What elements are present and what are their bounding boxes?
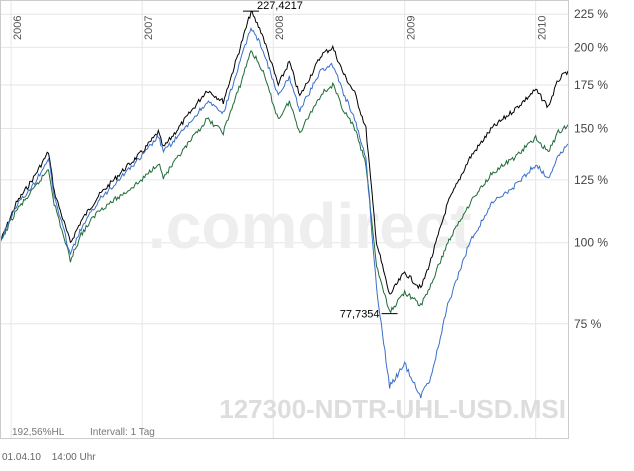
timestamp-date: 01.04.10 — [2, 452, 41, 463]
series-line — [0, 50, 569, 315]
gridlines — [0, 0, 568, 438]
x-tick-label: 2006 — [12, 16, 24, 40]
x-tick-label: 2010 — [537, 16, 549, 40]
annotation-label: 227,4217 — [257, 0, 303, 12]
y-tick-label: 75 % — [574, 317, 602, 331]
timestamp-time: 14:00 Uhr — [51, 452, 96, 463]
y-tick-label: 150 % — [574, 121, 608, 135]
series-line — [0, 11, 569, 295]
watermark-text: .comdirect — [148, 190, 472, 262]
y-tick-label: 100 % — [574, 236, 608, 250]
x-tick-label: 2007 — [143, 16, 155, 40]
timestamp-bar: 01.04.10 14:00 Uhr — [2, 452, 104, 463]
footer-hl: 192,56%HL — [12, 427, 65, 438]
y-tick-label: 225 % — [574, 7, 608, 21]
axis-labels: 75 % 100 % 125 % 150 % 175 % 200 % 225 % 2006 20… — [12, 7, 608, 331]
series-line — [0, 26, 569, 399]
annotations: 227,4217 77,7354 — [242, 0, 398, 321]
y-tick-label: 175 % — [574, 78, 608, 92]
footer-interval: Intervall: 1 Tag — [90, 427, 155, 438]
x-tick-label: 2008 — [274, 16, 286, 40]
instrument-label: 127300-NDTR-UHL-USD.MSI — [219, 394, 566, 424]
y-tick-label: 125 % — [574, 173, 608, 187]
y-tick-label: 200 % — [574, 40, 608, 54]
x-tick-label: 2009 — [406, 16, 418, 40]
series-group — [0, 11, 569, 399]
annotation-label: 77,7354 — [340, 309, 380, 321]
plot-border — [0, 0, 569, 439]
